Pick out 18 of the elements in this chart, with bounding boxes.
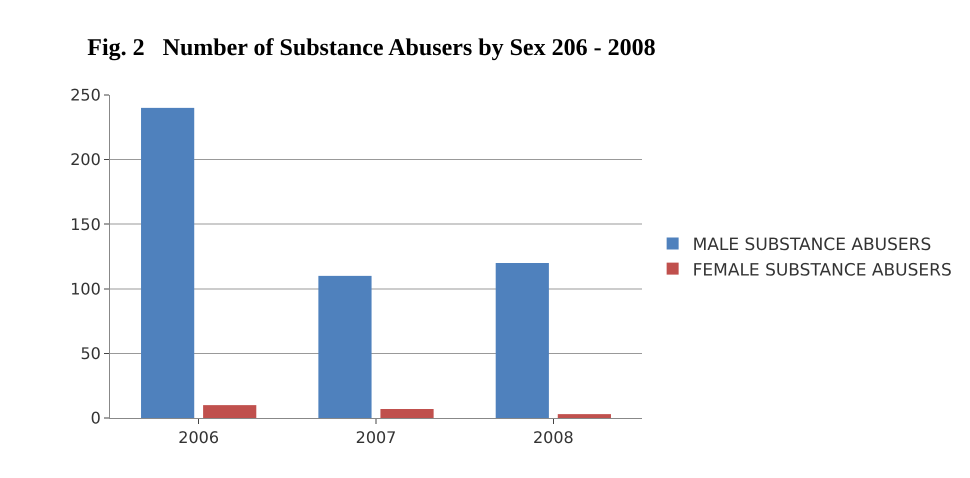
legend-label: MALE SUBSTANCE ABUSERS (692, 235, 932, 256)
bar (203, 405, 256, 418)
y-tick-label: 100 (70, 279, 101, 298)
y-tick-label: 250 (70, 86, 101, 105)
x-tick-label: 2008 (532, 428, 574, 448)
chart-title: Fig. 2 Number of Substance Abusers by Sex 206 - 2008 (87, 35, 656, 62)
bar (380, 408, 434, 418)
legend-label: FEMALE SUBSTANCE ABUSERS (692, 260, 952, 280)
y-tick-label: 150 (70, 214, 101, 234)
bar (141, 108, 194, 418)
y-tick-label: 0 (90, 408, 101, 428)
bar (318, 276, 372, 418)
y-tick-label: 50 (80, 344, 101, 363)
x-tick-label: 2007 (356, 428, 396, 448)
bar (496, 262, 549, 418)
bar (558, 414, 611, 418)
x-tick-label: 2006 (178, 428, 220, 448)
y-tick-label: 200 (70, 150, 101, 170)
